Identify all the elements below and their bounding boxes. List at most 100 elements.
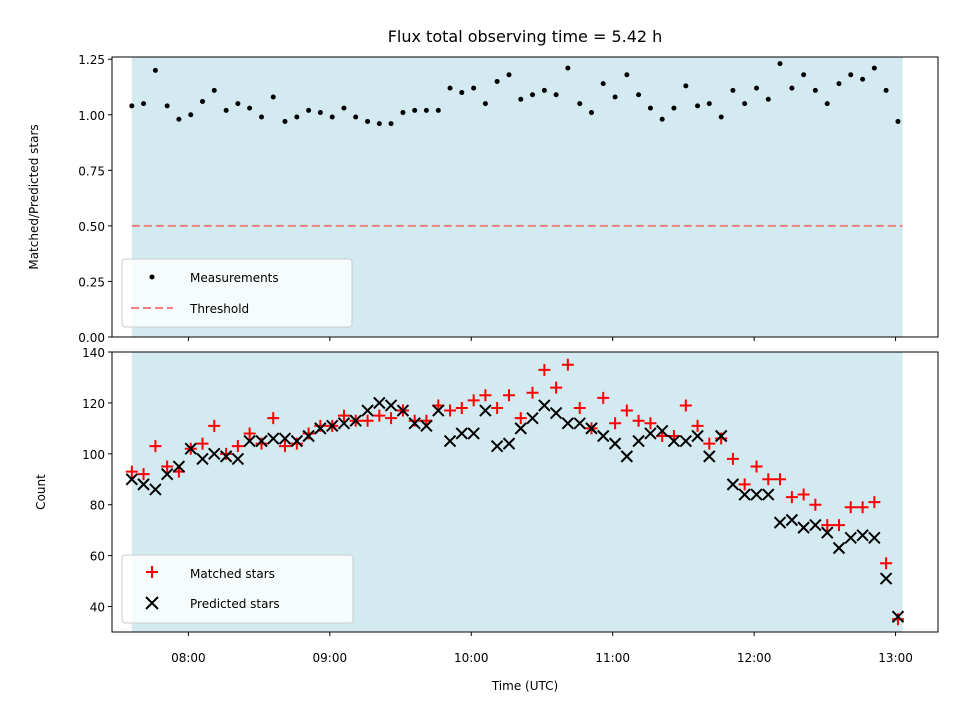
top-y-axis: 0.00 0.25 0.50 0.75 1.00 1.25 bbox=[78, 53, 112, 345]
measurement-point bbox=[836, 81, 842, 87]
measurement-point bbox=[600, 81, 606, 87]
measurement-point bbox=[871, 65, 877, 71]
measurement-point bbox=[211, 87, 217, 93]
matched-star-point bbox=[196, 437, 209, 450]
matched-star-point bbox=[479, 389, 492, 402]
matched-star-point bbox=[726, 452, 739, 465]
top-y-axis-label: Matched/Predicted stars bbox=[27, 124, 41, 269]
measurement-point bbox=[435, 107, 441, 113]
measurement-point bbox=[801, 72, 807, 78]
matched-star-point bbox=[267, 412, 280, 425]
measurement-point bbox=[624, 72, 630, 78]
predicted-star-point bbox=[373, 396, 386, 410]
predicted-star-point bbox=[844, 531, 857, 545]
measurement-point bbox=[459, 90, 465, 96]
measurement-point bbox=[577, 101, 583, 107]
matched-star-point bbox=[738, 478, 751, 491]
matched-star-point bbox=[149, 440, 162, 453]
matched-star-point bbox=[632, 414, 645, 427]
measurement-point bbox=[565, 65, 571, 71]
predicted-star-point bbox=[667, 434, 681, 448]
legend-measurement-marker bbox=[149, 274, 155, 280]
top-legend: Measurements Threshold bbox=[121, 258, 353, 328]
predicted-star-point bbox=[644, 427, 657, 440]
measurement-point bbox=[812, 87, 818, 93]
measurement-point bbox=[388, 121, 394, 127]
predicted-star-point bbox=[655, 424, 669, 438]
matched-star-point bbox=[891, 613, 904, 626]
measurement-point bbox=[777, 61, 783, 67]
predicted-star-point bbox=[620, 450, 634, 463]
measurement-point bbox=[742, 101, 748, 107]
matched-star-point bbox=[880, 557, 893, 570]
measurement-point bbox=[176, 116, 182, 122]
predicted-star-point bbox=[384, 399, 398, 412]
measurement-point bbox=[447, 85, 453, 91]
predicted-star-point bbox=[278, 432, 292, 445]
predicted-star-point bbox=[137, 478, 150, 491]
matched-star-point bbox=[821, 519, 834, 532]
predicted-star-point bbox=[455, 427, 468, 440]
predicted-star-point bbox=[514, 422, 527, 435]
matched-star-point bbox=[715, 432, 728, 445]
x-axis-label: Time (UTC) bbox=[491, 679, 558, 693]
matched-star-point bbox=[455, 402, 468, 414]
predicted-star-point bbox=[691, 429, 704, 443]
measurement-point bbox=[860, 76, 866, 82]
matched-star-point bbox=[243, 427, 256, 440]
top-legend-box bbox=[121, 258, 353, 328]
predicted-star-point bbox=[219, 450, 233, 463]
matched-star-point bbox=[385, 412, 398, 425]
top-y-tick-label: 0.00 bbox=[78, 331, 105, 345]
matched-star-point bbox=[220, 447, 233, 460]
x-tick-label: 11:00 bbox=[595, 651, 630, 665]
measurement-point bbox=[754, 85, 760, 91]
predicted-star-point bbox=[762, 488, 775, 501]
predicted-star-point bbox=[479, 404, 492, 417]
measurement-point bbox=[553, 92, 559, 98]
predicted-star-point bbox=[184, 442, 197, 455]
bottom-y-tick-label: 120 bbox=[82, 397, 105, 411]
measurement-point bbox=[317, 110, 323, 116]
predicted-star-point bbox=[396, 404, 410, 417]
predicted-star-point bbox=[208, 447, 221, 461]
measurement-point bbox=[848, 72, 854, 78]
measurement-point bbox=[494, 78, 500, 84]
predicted-star-point bbox=[502, 437, 516, 450]
predicted-star-point bbox=[243, 434, 256, 448]
measurement-point bbox=[612, 94, 618, 100]
measurement-point bbox=[789, 85, 795, 91]
matched-star-point bbox=[278, 440, 291, 453]
chart-title: Flux total observing time = 5.42 h bbox=[388, 27, 663, 46]
x-tick-label: 09:00 bbox=[313, 651, 348, 665]
matched-star-point bbox=[408, 414, 421, 427]
matched-star-point bbox=[609, 417, 622, 430]
predicted-star-point bbox=[267, 432, 280, 445]
legend-measurements-label: Measurements bbox=[190, 271, 279, 285]
bottom-panel: 40 60 80 100 120 140 08:00 09:00 10:00 11:00 12:0… bbox=[34, 346, 939, 693]
predicted-stars-points bbox=[125, 396, 905, 623]
predicted-star-point bbox=[125, 473, 139, 486]
top-y-tick-label: 0.75 bbox=[78, 164, 105, 178]
predicted-star-point bbox=[149, 483, 162, 496]
predicted-star-point bbox=[750, 488, 763, 501]
legend-predicted-label: Predicted stars bbox=[190, 597, 280, 611]
x-tick-label: 13:00 bbox=[878, 651, 913, 665]
legend-matched-marker bbox=[146, 566, 158, 578]
bottom-y-tick-label: 80 bbox=[90, 499, 105, 513]
matched-star-point bbox=[503, 389, 516, 402]
predicted-star-point bbox=[490, 439, 504, 453]
bottom-y-tick-label: 60 bbox=[90, 550, 105, 564]
measurement-point bbox=[730, 87, 736, 93]
measurement-point bbox=[529, 92, 535, 98]
predicted-star-point bbox=[785, 513, 799, 527]
predicted-star-point bbox=[337, 417, 351, 430]
matched-star-point bbox=[373, 409, 386, 422]
predicted-star-point bbox=[196, 452, 209, 466]
measurement-point bbox=[482, 101, 488, 107]
bottom-y-axis: 40 60 80 100 120 140 bbox=[82, 346, 112, 615]
bottom-y-tick-label: 140 bbox=[82, 346, 105, 360]
measurement-point bbox=[636, 92, 642, 98]
predicted-star-point bbox=[361, 404, 374, 417]
